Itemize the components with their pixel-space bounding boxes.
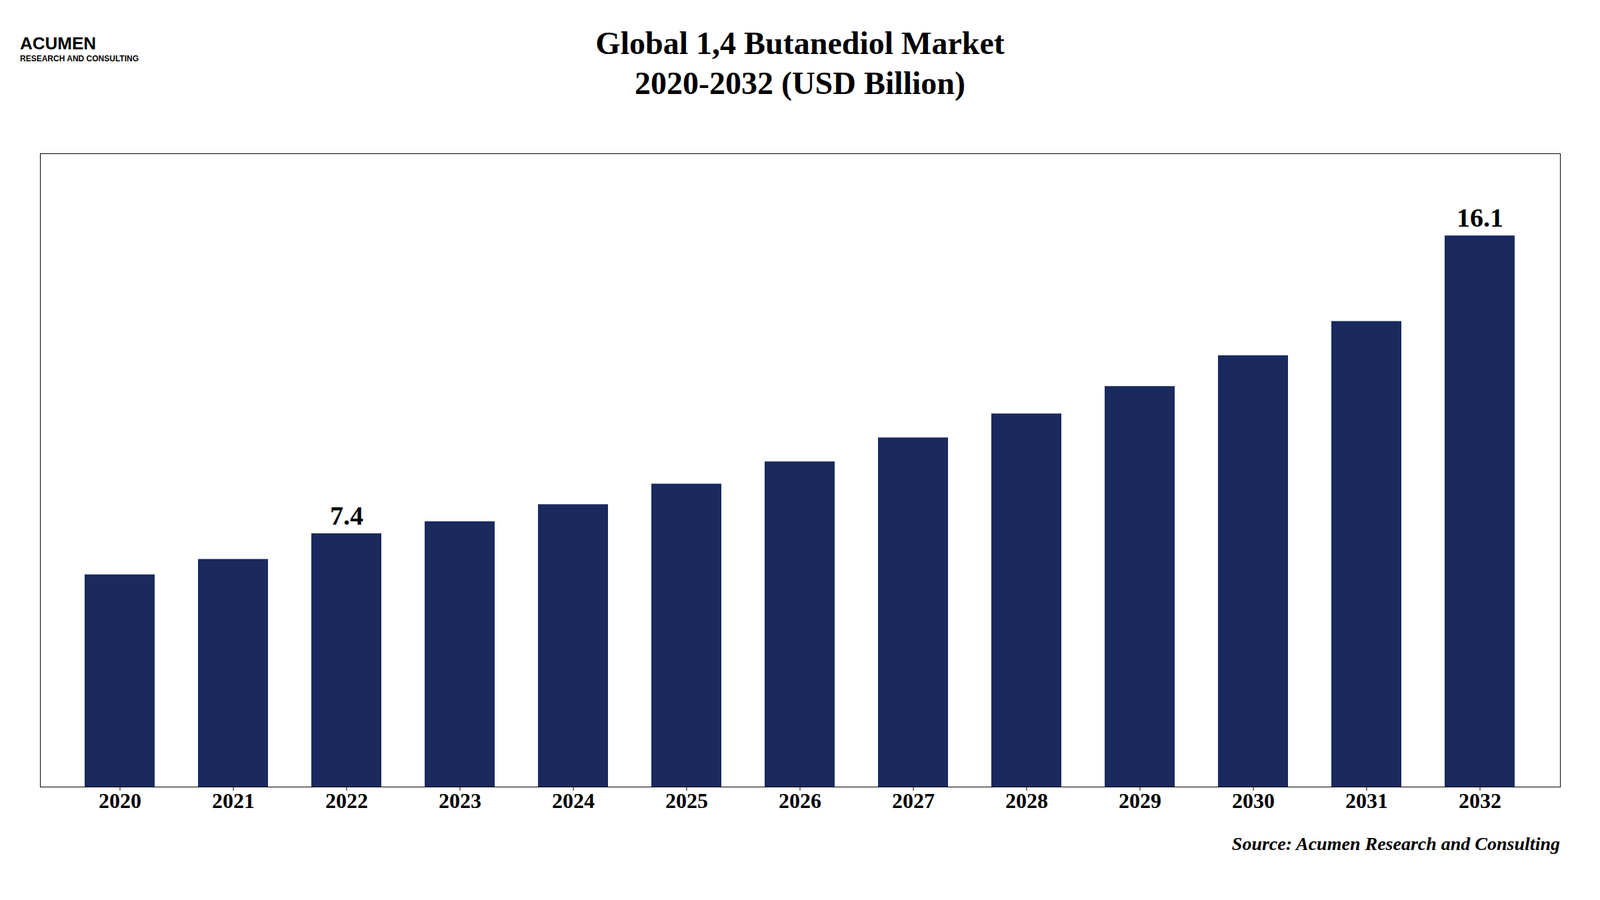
svg-text:2031: 2031 — [1345, 788, 1388, 813]
svg-text:2020: 2020 — [98, 788, 142, 813]
svg-text:2029: 2029 — [1118, 788, 1162, 813]
svg-text:2027: 2027 — [892, 788, 935, 813]
html-text:Source: Acumen Research and Co: Source: Acumen Research and Consulting — [1231, 833, 1560, 854]
svg-text:7.4: 7.4 — [330, 500, 364, 531]
svg-text:2032: 2032 — [1458, 788, 1502, 813]
svg-text:2030: 2030 — [1232, 788, 1275, 813]
html-text:Global 1,4 Butanediol Market: Global 1,4 Butanediol Market — [595, 25, 1005, 61]
svg-text:2026: 2026 — [778, 788, 822, 813]
html-text:RESEARCH AND CONSULTING: RESEARCH AND CONSULTING — [20, 54, 139, 64]
svg-text:2023: 2023 — [438, 788, 482, 813]
svg-text:2025: 2025 — [665, 788, 708, 813]
svg-text:16.1: 16.1 — [1456, 202, 1504, 233]
svg-text:2028: 2028 — [1005, 788, 1048, 813]
html-text:ACUMEN: ACUMEN — [20, 33, 97, 54]
svg-text:2024: 2024 — [552, 788, 595, 813]
svg-text:2021: 2021 — [212, 788, 255, 813]
svg-text:2022: 2022 — [325, 788, 368, 813]
html-text:2020-2032 (USD Billion): 2020-2032 (USD Billion) — [634, 65, 966, 101]
